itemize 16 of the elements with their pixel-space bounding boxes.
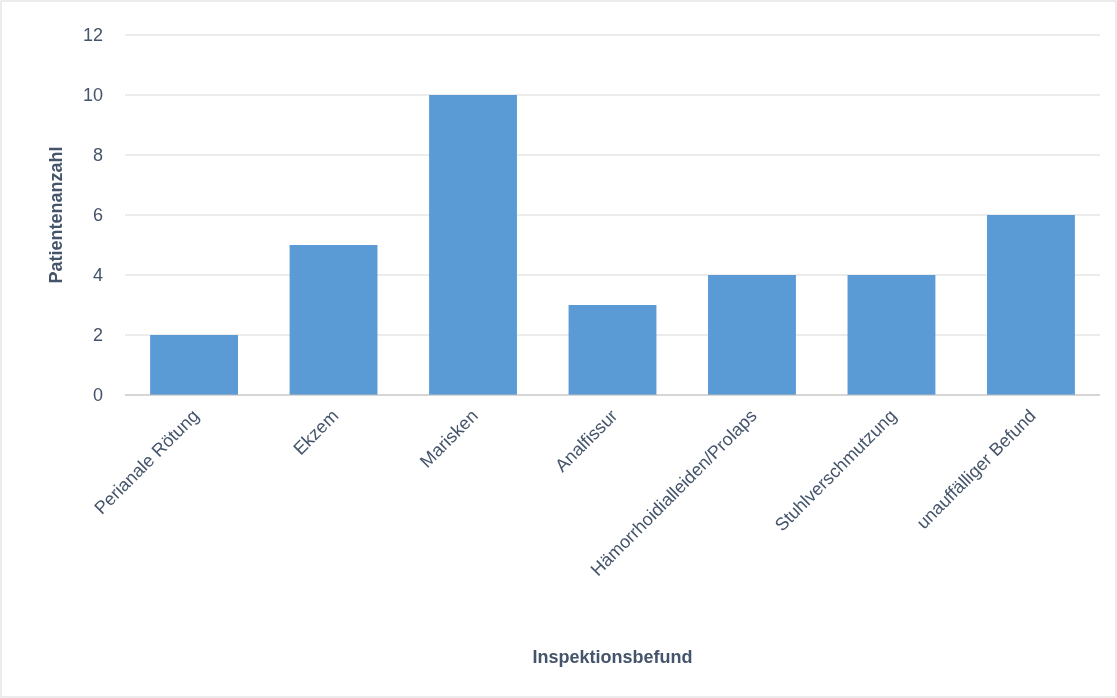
y-tick-label: 0 bbox=[92, 385, 103, 406]
y-tick-label: 2 bbox=[92, 325, 103, 346]
bar bbox=[429, 95, 517, 395]
bar bbox=[289, 245, 378, 395]
bar bbox=[708, 275, 796, 395]
bar bbox=[150, 335, 238, 395]
bar bbox=[987, 215, 1075, 395]
y-tick-label: 12 bbox=[82, 25, 103, 46]
y-tick-label: 4 bbox=[92, 265, 103, 286]
y-tick-label: 6 bbox=[92, 205, 103, 226]
bar bbox=[568, 305, 657, 395]
y-axis-title: Patientenanzahl bbox=[46, 146, 66, 284]
x-axis-title: Inspektionsbefund bbox=[532, 647, 693, 667]
bar bbox=[847, 275, 936, 395]
y-tick-label: 10 bbox=[82, 85, 103, 106]
y-tick-label: 8 bbox=[92, 145, 103, 166]
